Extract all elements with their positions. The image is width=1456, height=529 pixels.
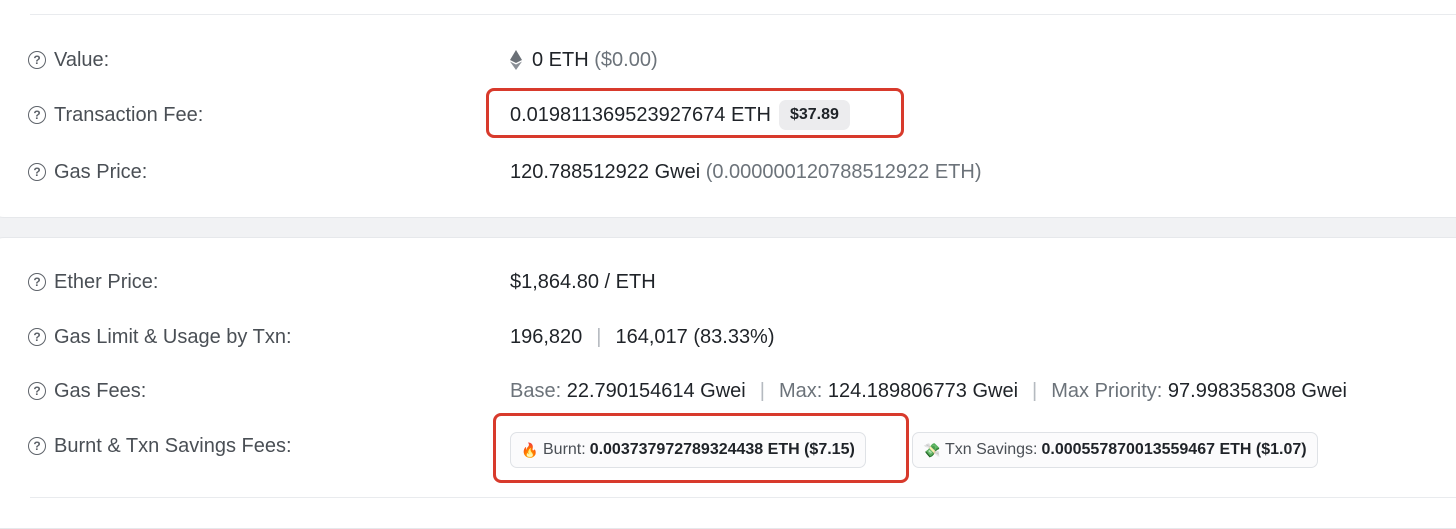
value-label: ? Value: — [28, 45, 109, 75]
question-circle-icon[interactable]: ? — [28, 273, 46, 291]
burnt-savings-label: ? Burnt & Txn Savings Fees: — [28, 431, 292, 461]
gas-fees-amount: Base: 22.790154614 Gwei | Max: 124.18980… — [510, 379, 1347, 402]
value-row: ? Value: 0 ETH ($0.00) — [0, 45, 1456, 75]
ether-price-row: ? Ether Price: $1,864.80 / ETH — [0, 267, 1456, 297]
ether-price-amount: $1,864.80 / ETH — [510, 270, 656, 293]
txn-savings-badge: 💸 Txn Savings: 0.000557870013559467 ETH … — [912, 432, 1318, 468]
question-circle-icon[interactable]: ? — [28, 51, 46, 69]
question-circle-icon[interactable]: ? — [28, 328, 46, 346]
question-circle-icon[interactable]: ? — [28, 382, 46, 400]
transaction-fee-row: ? Transaction Fee: 0.019811369523927674 … — [0, 100, 1456, 130]
money-icon: 💸 — [923, 441, 941, 458]
gas-price-row: ? Gas Price: 120.788512922 Gwei (0.00000… — [0, 157, 1456, 187]
ethereum-icon — [510, 50, 522, 70]
fire-icon: 🔥 — [521, 441, 539, 458]
transaction-fee-label: ? Transaction Fee: — [28, 100, 203, 130]
gas-fees-row: ? Gas Fees: Base: 22.790154614 Gwei | Ma… — [0, 376, 1456, 406]
gas-limit-label: ? Gas Limit & Usage by Txn: — [28, 322, 292, 352]
gas-price-amount: 120.788512922 Gwei (0.000000120788512922… — [510, 160, 982, 183]
gas-limit-amount: 196,820 | 164,017 (83.33%) — [510, 325, 775, 348]
usd-value-chip: $37.89 — [778, 100, 850, 130]
gas-price-label: ? Gas Price: — [28, 157, 147, 187]
transaction-fee-amount: 0.019811369523927674 ETH $37.89 — [510, 100, 850, 130]
gas-fees-label: ? Gas Fees: — [28, 376, 146, 406]
burnt-fee-badge: 🔥 Burnt: 0.003737972789324438 ETH ($7.15… — [510, 432, 866, 468]
gas-limit-row: ? Gas Limit & Usage by Txn: 196,820 | 16… — [0, 322, 1456, 352]
question-circle-icon[interactable]: ? — [28, 106, 46, 124]
question-circle-icon[interactable]: ? — [28, 437, 46, 455]
divider — [30, 14, 1456, 15]
ether-price-label: ? Ether Price: — [28, 267, 158, 297]
divider — [30, 497, 1456, 498]
transaction-fees-card — [0, 0, 1456, 218]
value-amount: 0 ETH ($0.00) — [510, 45, 658, 75]
question-circle-icon[interactable]: ? — [28, 163, 46, 181]
burnt-savings-row: ? Burnt & Txn Savings Fees: — [0, 431, 1456, 461]
